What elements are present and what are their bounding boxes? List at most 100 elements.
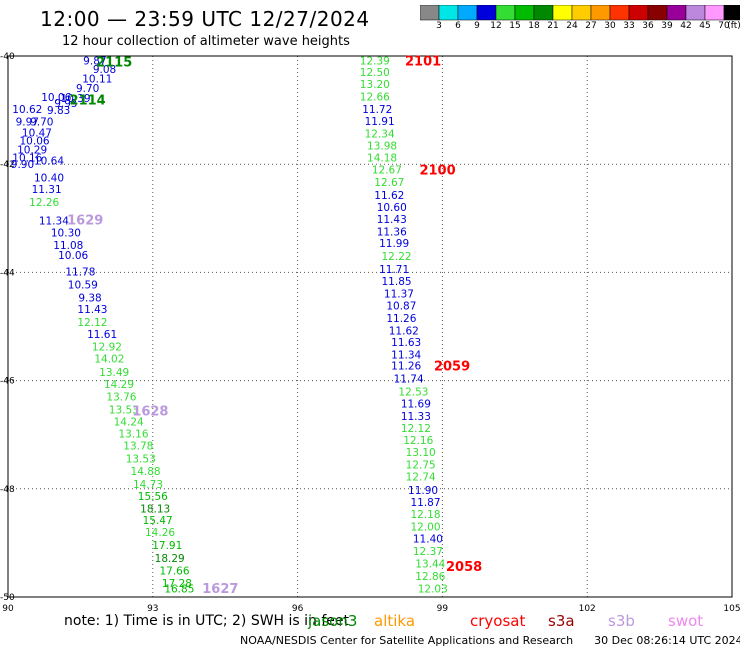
wave-height-value: 13.98 bbox=[367, 140, 397, 152]
wave-height-value: 12.18 bbox=[410, 509, 440, 521]
wave-height-value: 12.00 bbox=[410, 522, 440, 534]
wave-height-value: 11.40 bbox=[413, 534, 443, 546]
wave-height-value: 12.26 bbox=[29, 197, 59, 209]
pass-time-label: 2101 bbox=[405, 54, 441, 69]
wave-height-value: 10.59 bbox=[68, 279, 98, 291]
y-tick-label: -40 bbox=[0, 52, 15, 62]
color-scale-tick-label: 33 bbox=[623, 21, 635, 31]
wave-height-value: 9.38 bbox=[78, 292, 101, 304]
wave-height-value: 11.33 bbox=[401, 411, 431, 423]
wave-height-value: 13.76 bbox=[106, 391, 136, 403]
credit-text: NOAA/NESDIS Center for Satellite Applica… bbox=[240, 634, 574, 647]
wave-height-value: 9.70 bbox=[30, 116, 53, 128]
wave-height-value: 13.16 bbox=[118, 429, 148, 441]
chart-subtitle: 12 hour collection of altimeter wave hei… bbox=[62, 34, 350, 49]
wave-height-value: 11.85 bbox=[382, 276, 412, 288]
x-tick-label: 93 bbox=[147, 604, 158, 614]
wave-height-value: 11.87 bbox=[410, 497, 440, 509]
wave-height-value: 18.29 bbox=[155, 553, 185, 565]
wave-height-value: 14.24 bbox=[114, 417, 144, 429]
color-scale-tick-label: 45 bbox=[699, 21, 711, 31]
satellite-legend-altika: altika bbox=[374, 612, 416, 630]
wave-height-value: 10.39 bbox=[61, 93, 91, 105]
wave-height-value: 12.39 bbox=[360, 55, 390, 67]
wave-height-value: 12.53 bbox=[398, 386, 428, 398]
wave-height-value: 12.16 bbox=[403, 435, 433, 447]
color-scale-tick-label: 18 bbox=[528, 21, 540, 31]
wave-height-value: 13.10 bbox=[406, 447, 436, 459]
wave-height-value: 11.36 bbox=[377, 226, 407, 238]
wave-height-value: 11.26 bbox=[386, 313, 416, 325]
satellite-legend-jason3: jason3 bbox=[308, 612, 358, 630]
wave-height-value: 10.06 bbox=[41, 92, 71, 104]
wave-height-value: 10.87 bbox=[386, 300, 416, 312]
pass-time-label: 2100 bbox=[419, 164, 455, 179]
wave-height-value: 9.83 bbox=[47, 105, 70, 117]
wave-height-value: 10.16 bbox=[12, 153, 42, 165]
y-tick-label: -42 bbox=[0, 160, 15, 170]
satellite-legend-s3a: s3a bbox=[548, 612, 575, 630]
wave-height-value: 10.11 bbox=[82, 74, 112, 86]
color-scale-bar bbox=[420, 5, 740, 21]
wave-height-value: 11.31 bbox=[32, 184, 62, 196]
wave-height-value: 16.85 bbox=[164, 583, 194, 595]
wave-height-value: 10.06 bbox=[20, 135, 50, 147]
wave-height-value: 12.86 bbox=[415, 571, 445, 583]
color-scale-tick-label: 39 bbox=[661, 21, 673, 31]
plot-frame bbox=[7, 55, 733, 598]
wave-height-value: 11.26 bbox=[391, 360, 421, 372]
wave-height-value: 11.08 bbox=[53, 240, 83, 252]
wave-height-value: 9.70 bbox=[76, 83, 99, 95]
pass-time-label: 2058 bbox=[446, 560, 482, 575]
wave-height-value: 11.34 bbox=[391, 350, 421, 362]
color-scale-tick-label: (ft) bbox=[727, 21, 740, 31]
wave-height-value: 13.20 bbox=[360, 79, 390, 91]
track-b: 12.3912.5013.2012.6611.7211.9112.3413.98… bbox=[360, 55, 448, 595]
wave-height-value: 11.69 bbox=[401, 398, 431, 410]
pass-time-label: 1628 bbox=[132, 404, 168, 419]
wave-height-value: 9.97 bbox=[16, 116, 39, 128]
color-scale-cell bbox=[723, 5, 740, 21]
color-scale-tick-label: 21 bbox=[547, 21, 559, 31]
wave-height-value: 10.06 bbox=[58, 250, 88, 262]
wave-height-value: 14.02 bbox=[94, 353, 124, 365]
wave-height-value: 14.26 bbox=[145, 527, 175, 539]
wave-height-value: 17.28 bbox=[162, 578, 192, 590]
pass-time-label: 1627 bbox=[202, 582, 238, 597]
wave-height-value: 10.60 bbox=[377, 202, 407, 214]
wave-height-value: 15.47 bbox=[143, 515, 173, 527]
pass-time-label: 2115 bbox=[96, 55, 132, 70]
x-tick-label: 96 bbox=[292, 604, 304, 614]
wave-height-value: 11.90 bbox=[408, 485, 438, 497]
wave-height-value: 13.44 bbox=[415, 558, 445, 570]
color-scale-tick-label: 36 bbox=[642, 21, 654, 31]
wave-height-value: 11.63 bbox=[391, 337, 421, 349]
color-scale-tick-label: 3 bbox=[436, 21, 442, 31]
x-tick-label: 90 bbox=[2, 604, 14, 614]
color-scale-labels: 3 6 9 12 15 18 21 24 27 30 33 36 39 42 45 70 (ft) bbox=[420, 21, 740, 33]
y-tick-label: -46 bbox=[0, 377, 15, 387]
wave-height-value: 10.47 bbox=[22, 127, 52, 139]
wave-height-value: 11.91 bbox=[365, 116, 395, 128]
y-tick-label: -48 bbox=[0, 485, 15, 495]
wave-height-value: 12.75 bbox=[406, 459, 436, 471]
wave-height-value: 12.34 bbox=[365, 128, 395, 140]
wave-height-value: 10.62 bbox=[12, 104, 42, 116]
wave-height-value: 13.53 bbox=[109, 404, 139, 416]
color-scale-tick-label: 24 bbox=[566, 21, 578, 31]
credit-line: NOAA/NESDIS Center for Satellite Applica… bbox=[240, 634, 740, 647]
wave-height-value: 11.72 bbox=[362, 104, 392, 116]
wave-height-value: 10.29 bbox=[17, 145, 47, 157]
wave-height-value: 14.18 bbox=[367, 153, 397, 165]
color-scale-tick-label: 30 bbox=[604, 21, 616, 31]
wave-height-value: 9.95 bbox=[54, 98, 77, 110]
wave-height-value: 13.78 bbox=[123, 441, 153, 453]
wave-height-value: 11.71 bbox=[379, 264, 409, 276]
wave-height-value: 17.66 bbox=[159, 565, 189, 577]
pass-time-label: 1629 bbox=[67, 213, 103, 228]
gridlines bbox=[8, 56, 732, 597]
x-tick-label: 102 bbox=[579, 604, 596, 614]
x-tick-label: 99 bbox=[437, 604, 449, 614]
wave-height-value: 11.43 bbox=[377, 214, 407, 226]
